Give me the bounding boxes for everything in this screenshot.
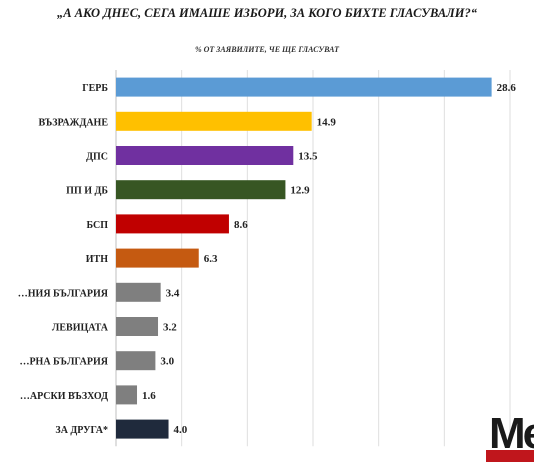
category-label: …АРСКИ ВЪЗХОД — [20, 391, 108, 402]
bar — [116, 111, 312, 131]
bar — [116, 248, 199, 268]
category-label: ДПС — [86, 152, 108, 163]
bar — [116, 214, 229, 234]
value-label: 28.6 — [497, 82, 517, 94]
category-label: ПП И ДБ — [66, 186, 108, 197]
category-label: ГЕРБ — [82, 83, 108, 94]
category-label: ЗА ДРУГА* — [55, 425, 108, 436]
bar — [116, 180, 286, 200]
value-label: 12.9 — [290, 185, 310, 197]
logo-red-bar — [486, 450, 534, 462]
bar — [116, 77, 492, 97]
value-label: 1.6 — [142, 390, 156, 402]
chart-subtitle: % ОТ ЗАЯВИЛИТЕ, ЧЕ ЩЕ ГЛАСУВАТ — [194, 45, 340, 54]
bar — [116, 146, 294, 165]
value-label: 3.4 — [166, 287, 180, 299]
category-label: …РНА БЪЛГАРИЯ — [19, 357, 108, 368]
category-label: …НИЯ БЪЛГАРИЯ — [18, 288, 109, 299]
logo: Me — [489, 409, 534, 458]
category-label: ЛЕВИЦАТА — [52, 323, 109, 334]
bar — [116, 317, 159, 336]
chart-title: „А АКО ДНЕС, СЕГА ИМАШЕ ИЗБОРИ, ЗА КОГО … — [57, 6, 477, 20]
category-label: БСП — [86, 220, 108, 231]
bar — [116, 419, 169, 439]
bar — [116, 351, 156, 371]
value-label: 8.6 — [234, 219, 248, 231]
value-label: 3.2 — [163, 322, 177, 334]
bar — [116, 385, 138, 405]
value-label: 13.5 — [298, 151, 318, 163]
value-label: 4.0 — [174, 424, 188, 436]
value-label: 6.3 — [204, 253, 218, 265]
value-label: 14.9 — [317, 116, 337, 128]
bar — [116, 282, 161, 302]
category-label: ВЪЗРАЖДАНЕ — [38, 117, 108, 128]
value-label: 3.0 — [160, 356, 174, 368]
category-label: ИТН — [86, 254, 108, 265]
